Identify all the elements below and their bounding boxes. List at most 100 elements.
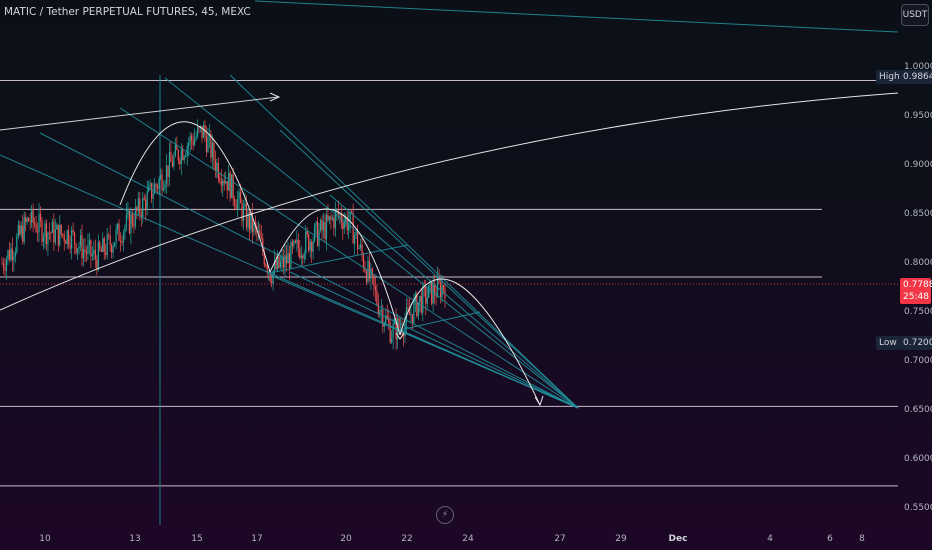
candle-body [321,220,323,231]
candle-body [351,211,353,213]
candle-body [385,315,387,324]
candle-body [287,253,289,264]
candle-body [133,224,135,227]
candle-body [345,216,347,222]
candle-body [151,183,153,199]
candle-body [382,309,384,327]
candle-body [124,226,126,233]
candle-body [36,231,39,233]
candle-body [275,260,277,269]
currency-button[interactable]: USDT [901,4,929,26]
candle-body [99,242,101,250]
date-tick-label: 17 [251,534,263,544]
candle-body [306,231,308,235]
candle-body [142,198,144,218]
candle-body [364,267,366,272]
candle-body [296,239,298,243]
candle-body [250,212,252,230]
candle-body [219,178,221,181]
candle-body [355,231,357,236]
candle-body [380,309,382,311]
candle-body [149,183,151,187]
candle-body [188,143,190,147]
candle-body [207,137,209,153]
candle-body [152,193,154,199]
date-tick-label: 22 [401,534,413,544]
candle-body [383,323,385,327]
candle-body [300,255,302,258]
candle-body [311,242,313,252]
candle-body [105,252,107,256]
candle-body [316,221,319,246]
projection-arc [399,278,541,406]
candle-body [121,241,123,243]
candle-body [260,236,262,239]
candle-body [225,181,227,184]
candle-body [8,250,11,260]
candle-body [194,138,196,146]
candle-body [198,127,200,129]
price-tick-label: 0.5500 [904,503,932,514]
high-label-text: High [879,72,900,82]
candle-body [140,213,142,218]
date-tick-label: 13 [129,534,141,544]
trend-line [0,96,279,131]
candle-body [111,245,113,253]
candle-body [162,188,165,191]
candle-body [7,250,9,260]
candle-body [13,256,15,261]
candle-body [127,211,129,215]
candle-body [59,224,61,246]
candle-body [398,318,400,328]
projection-arc [269,208,401,336]
candle-body [156,186,159,189]
candle-body [411,314,414,323]
candle-body [85,251,88,254]
candle-body [293,240,295,247]
candle-body [331,218,333,220]
candle-body [47,232,49,245]
low-label: Low [876,336,900,350]
date-tick-label: 6 [827,534,833,544]
candle-body [20,225,22,235]
candle-body [62,234,64,235]
candle-body [336,209,338,212]
candle-body [428,285,430,298]
candle-body [271,281,273,284]
candle-body [4,268,6,271]
candle-body [146,191,148,211]
candle-body [417,302,419,317]
lightning-icon[interactable]: ⚡ [436,506,454,524]
candle-body [93,249,95,255]
candle-body [291,242,293,247]
candle-body [91,254,93,257]
candle-body [84,249,86,252]
candle-body [90,240,92,257]
candle-body [53,221,55,243]
candle-body [51,221,53,233]
candle-body [228,172,230,191]
candle-body [11,248,13,261]
candle-body [72,230,74,233]
candle-body [102,238,104,252]
candle-body [22,225,24,242]
candle-body [82,249,85,259]
candle-body [388,319,390,323]
candle-body [88,240,91,245]
candle-body [57,224,59,246]
candle-body [391,338,393,343]
candle-body [28,218,30,221]
candle-body [247,212,249,228]
candle-body [191,135,193,141]
candle-body [155,184,157,187]
candle-body [422,285,424,313]
candle-body [32,208,34,223]
candle-body [186,146,188,157]
candle-body [265,264,267,267]
candle-body [189,135,191,144]
candle-body [324,222,326,240]
